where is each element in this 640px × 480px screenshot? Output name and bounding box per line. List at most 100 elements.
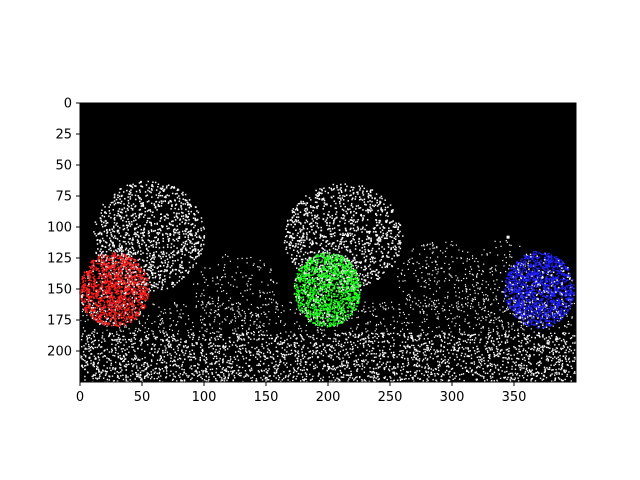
noise-pixel [357,316,359,318]
noise-pixel [482,327,484,329]
noise-pixel [190,365,192,367]
noise-pixel [280,337,282,339]
noise-pixel [251,346,253,349]
noise-pixel [165,376,168,378]
noise-pixel [317,226,320,229]
noise-pixel [375,325,377,327]
noise-pixel [231,344,234,346]
noise-pixel [175,229,178,232]
noise-pixel [281,354,283,356]
noise-pixel [134,235,137,238]
noise-pixel [262,324,264,326]
noise-pixel [339,369,342,372]
noise-pixel [380,332,382,335]
noise-pixel [367,211,369,214]
noise-pixel [376,337,378,340]
noise-pixel [129,332,132,334]
noise-pixel [440,349,442,351]
noise-pixel [328,242,331,245]
noise-pixel [368,232,371,234]
noise-pixel [342,376,345,378]
noise-pixel [371,359,373,362]
noise-pixel [386,378,388,381]
noise-pixel [247,336,250,338]
noise-pixel [189,353,191,355]
noise-pixel [195,232,197,234]
noise-pixel [560,339,563,342]
noise-pixel [406,371,408,373]
noise-pixel [194,224,196,227]
noise-pixel [472,334,474,336]
noise-pixel [322,343,324,345]
noise-pixel [359,189,361,191]
noise-pixel [545,337,548,339]
noise-pixel [156,359,159,361]
noise-pixel [124,234,127,236]
noise-pixel [200,352,203,355]
noise-pixel [188,219,190,221]
noise-pixel [203,317,205,319]
noise-pixel [316,346,319,349]
noise-pixel [270,334,272,337]
noise-pixel [195,242,197,245]
noise-pixel [323,364,325,366]
noise-pixel [163,327,165,329]
noise-pixel [531,369,533,371]
noise-pixel [469,336,471,338]
noise-pixel [496,364,499,366]
noise-pixel [321,359,323,362]
noise-pixel [328,311,330,313]
noise-pixel [129,378,131,381]
noise-pixel [201,239,204,242]
noise-pixel [143,362,146,364]
noise-pixel [521,354,523,356]
noise-pixel [523,334,525,336]
noise-pixel [350,373,353,375]
noise-pixel [187,356,189,358]
noise-pixel [134,253,137,256]
noise-pixel [227,376,229,379]
noise-pixel [116,331,118,333]
noise-pixel [347,362,350,364]
noise-pixel [134,308,136,310]
noise-pixel [354,336,356,338]
noise-pixel [566,375,568,378]
noise-pixel [442,310,444,312]
noise-pixel [375,328,377,330]
noise-pixel [492,343,494,345]
noise-pixel [122,236,125,239]
noise-pixel [228,373,230,375]
noise-pixel [388,263,391,265]
noise-pixel [368,340,370,342]
noise-pixel [134,311,136,313]
noise-pixel [92,375,95,377]
noise-pixel [552,348,554,350]
noise-pixel [109,247,112,249]
noise-pixel [369,310,371,312]
noise-pixel [362,344,365,347]
noise-pixel [504,371,506,373]
noise-pixel [175,215,178,217]
noise-pixel [496,333,499,335]
noise-pixel [94,358,96,360]
noise-pixel [448,317,450,320]
noise-pixel [368,350,371,353]
noise-pixel [125,243,127,245]
noise-pixel [262,363,265,365]
noise-pixel [166,333,168,335]
noise-pixel [440,339,443,341]
noise-pixel [145,244,148,246]
noise-pixel [448,366,450,368]
noise-pixel [174,363,177,365]
noise-pixel [372,379,375,381]
noise-pixel [381,341,384,343]
noise-pixel [409,370,412,373]
noise-pixel [261,343,263,345]
noise-pixel [142,252,144,254]
noise-pixel [296,240,299,242]
noise-pixel [223,378,225,380]
noise-pixel [466,305,469,307]
noise-pixel [150,240,153,243]
noise-pixel [401,356,404,359]
noise-pixel [516,352,519,355]
